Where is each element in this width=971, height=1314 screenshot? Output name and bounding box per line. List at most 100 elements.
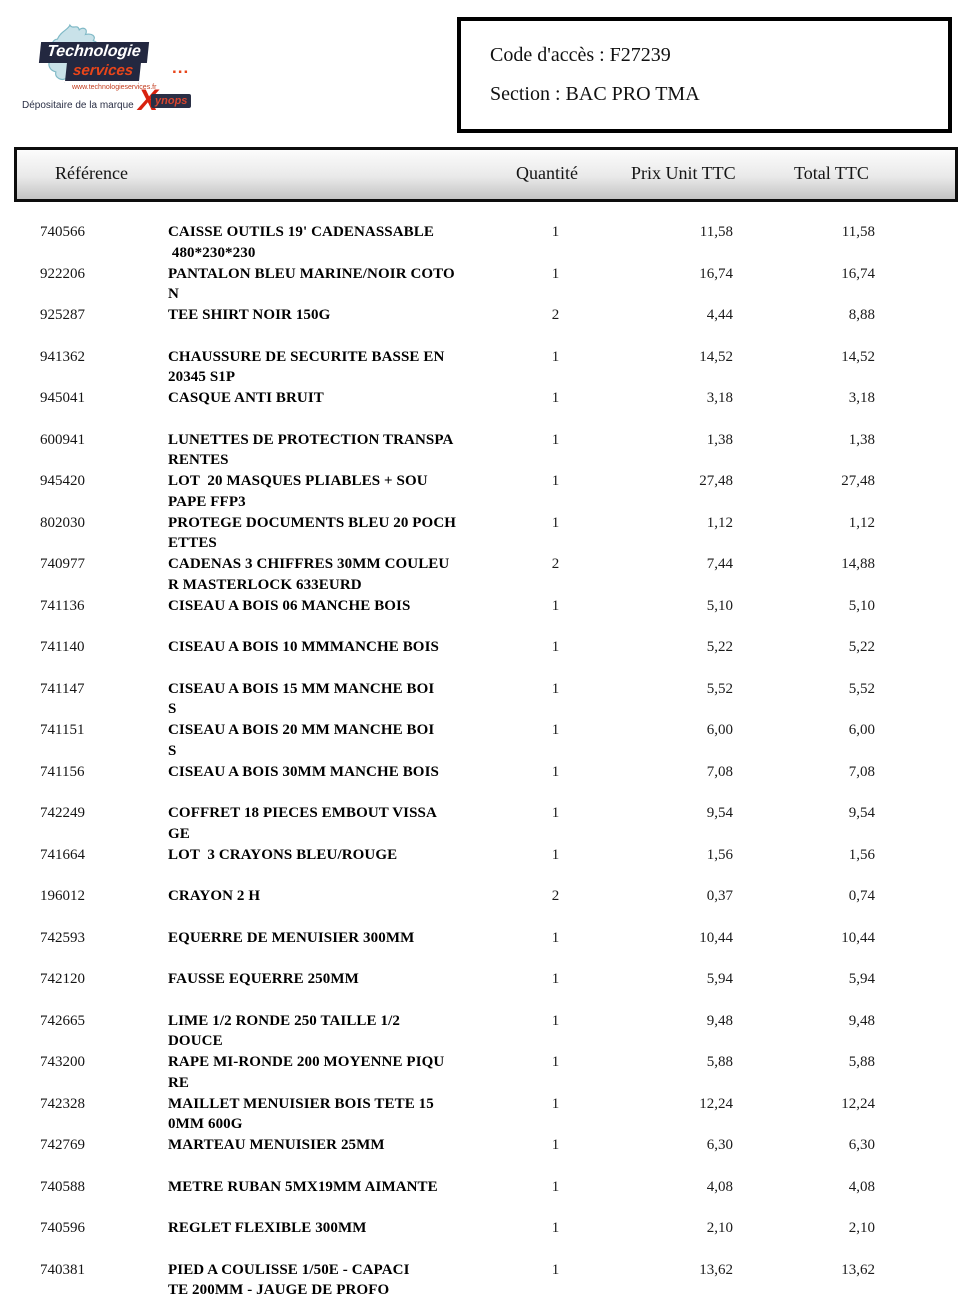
header-unit-price: Prix Unit TTC: [631, 163, 736, 183]
unit-price-cell: 1,56: [706, 846, 733, 863]
table-row: 741151 CISEAU A BOIS 20 MM MANCHE BOI S …: [40, 720, 917, 762]
description-cell: CISEAU A BOIS 10 MMMANCHE BOIS: [168, 639, 439, 655]
total-price-cell: 5,88: [848, 1054, 875, 1070]
unit-price-cell: 7,08: [706, 763, 733, 780]
total-price-cell: 6,00: [848, 722, 875, 738]
unit-price-cell: 14,52: [699, 348, 733, 365]
total-price-cell: 1,12: [848, 514, 875, 531]
description-cell: FAUSSE EQUERRE 250MM: [168, 971, 359, 987]
description-cell: REGLET FLEXIBLE 300MM: [168, 1220, 367, 1236]
quantity-cell: 1: [551, 846, 560, 863]
unit-price-cell: 4,44: [706, 307, 733, 323]
header-reference: Référence: [55, 163, 128, 183]
unit-price-cell: 2,10: [706, 1220, 733, 1236]
description-cell: PROTEGE DOCUMENTS BLEU 20 POCH ETTES: [168, 514, 457, 552]
reference-cell: 740977: [40, 556, 85, 572]
unit-price-cell: 12,24: [699, 1095, 733, 1112]
table-row: 941362 CHAUSSURE DE SECURITE BASSE EN 20…: [40, 347, 917, 389]
table-row: 742769 MARTEAU MENUISIER 25MM 1 6,30 6,3…: [40, 1135, 917, 1177]
reference-cell: 742593: [40, 929, 85, 946]
quantity-cell: 2: [551, 556, 560, 572]
total-price-cell: 10,44: [841, 929, 875, 946]
quantity-cell: 1: [551, 1261, 560, 1278]
reference-cell: 741664: [40, 846, 85, 863]
table-row: 741140 CISEAU A BOIS 10 MMMANCHE BOIS 1 …: [40, 637, 917, 679]
reference-cell: 742769: [40, 1137, 85, 1153]
total-price-cell: 27,48: [841, 473, 875, 489]
total-price-cell: 9,54: [848, 805, 875, 821]
table-row: 742593 EQUERRE DE MENUISIER 300MM 1 10,4…: [40, 928, 917, 970]
table-row: 945041 CASQUE ANTI BRUIT 1 3,18 3,18: [40, 388, 917, 430]
total-price-cell: 6,30: [848, 1137, 875, 1153]
description-cell: COFFRET 18 PIECES EMBOUT VISSA GE: [168, 805, 437, 842]
brand-name-services: services: [64, 61, 142, 83]
unit-price-cell: 6,30: [706, 1137, 733, 1153]
unit-price-cell: 1,38: [706, 431, 733, 448]
table-row: 742120 FAUSSE EQUERRE 250MM 1 5,94 5,94: [40, 969, 917, 1011]
brand-dots: ...: [172, 58, 190, 77]
description-cell: CISEAU A BOIS 15 MM MANCHE BOI S: [168, 680, 435, 718]
quantity-cell: 1: [551, 1220, 560, 1236]
total-price-cell: 2,10: [848, 1220, 875, 1236]
total-price-cell: 14,52: [841, 348, 875, 365]
quantity-cell: 2: [551, 307, 560, 323]
table-row: 740596 REGLET FLEXIBLE 300MM 1 2,10 2,10: [40, 1218, 917, 1260]
description-cell: METRE RUBAN 5MX19MM AIMANTE: [168, 1178, 438, 1195]
quantity-cell: 1: [551, 639, 560, 655]
table-row: 740588 METRE RUBAN 5MX19MM AIMANTE 1 4,0…: [40, 1177, 917, 1219]
access-code-line: Code d'accès : F27239: [490, 44, 671, 66]
quantity-cell: 1: [551, 348, 560, 365]
unit-price-cell: 11,58: [699, 224, 733, 240]
description-cell: EQUERRE DE MENUISIER 300MM: [168, 929, 415, 946]
total-price-cell: 4,08: [848, 1178, 875, 1195]
reference-cell: 945420: [40, 473, 85, 489]
description-cell: PANTALON BLEU MARINE/NOIR COTO N: [168, 265, 455, 303]
quantity-cell: 1: [551, 971, 560, 987]
total-price-cell: 7,08: [848, 763, 875, 780]
unit-price-cell: 4,08: [706, 1178, 733, 1195]
table-row: 742249 COFFRET 18 PIECES EMBOUT VISSA GE…: [40, 803, 917, 845]
order-table-body: 740566 CAISSE OUTILS 19' CADENASSABLE 48…: [40, 222, 917, 1301]
access-info-box: Code d'accès : F27239 Section : BAC PRO …: [457, 17, 952, 133]
description-cell: LOT 3 CRAYONS BLEU/ROUGE: [168, 846, 398, 863]
quantity-cell: 1: [551, 473, 560, 489]
unit-price-cell: 7,44: [706, 556, 733, 572]
reference-cell: 740381: [40, 1261, 85, 1278]
quantity-cell: 1: [551, 763, 560, 780]
table-row: 742328 MAILLET MENUISIER BOIS TETE 15 0M…: [40, 1094, 917, 1136]
unit-price-cell: 13,62: [699, 1261, 733, 1278]
unit-price-cell: 5,94: [706, 971, 733, 987]
unit-price-cell: 27,48: [699, 473, 733, 489]
description-cell: CADENAS 3 CHIFFRES 30MM COULEU R MASTERL…: [168, 556, 450, 593]
quantity-cell: 1: [551, 1137, 560, 1153]
brand-name-technologie: Technologie: [38, 42, 149, 63]
section-line: Section : BAC PRO TMA: [490, 83, 700, 105]
total-price-cell: 1,56: [848, 846, 875, 863]
quantity-cell: 1: [551, 722, 560, 738]
description-cell: MAILLET MENUISIER BOIS TETE 15 0MM 600G: [168, 1095, 434, 1133]
reference-cell: 741136: [40, 597, 85, 614]
unit-price-cell: 9,54: [706, 805, 733, 821]
unit-price-cell: 5,10: [706, 597, 733, 614]
quantity-cell: 1: [551, 597, 560, 614]
quantity-cell: 1: [551, 390, 560, 406]
unit-price-cell: 9,48: [706, 1012, 733, 1029]
total-price-cell: 11,58: [841, 224, 875, 240]
reference-cell: 741147: [40, 680, 85, 697]
description-cell: CHAUSSURE DE SECURITE BASSE EN 20345 S1P: [168, 348, 445, 386]
quantity-cell: 1: [551, 680, 560, 697]
quantity-cell: 1: [551, 265, 560, 282]
description-cell: CAISSE OUTILS 19' CADENASSABLE 480*230*2…: [168, 224, 434, 261]
description-cell: CISEAU A BOIS 30MM MANCHE BOIS: [168, 763, 439, 780]
total-price-cell: 8,88: [848, 307, 875, 323]
quantity-cell: 1: [551, 805, 560, 821]
total-price-cell: 14,88: [841, 556, 875, 572]
reference-cell: 742328: [40, 1095, 85, 1112]
brand-website-url: www.technologieservices.fr: [72, 84, 157, 91]
table-row: 741156 CISEAU A BOIS 30MM MANCHE BOIS 1 …: [40, 762, 917, 804]
unit-price-cell: 6,00: [706, 722, 733, 738]
table-row: 600941 LUNETTES DE PROTECTION TRANSPA RE…: [40, 430, 917, 472]
unit-price-cell: 16,74: [699, 265, 733, 282]
description-cell: LUNETTES DE PROTECTION TRANSPA RENTES: [168, 431, 454, 469]
